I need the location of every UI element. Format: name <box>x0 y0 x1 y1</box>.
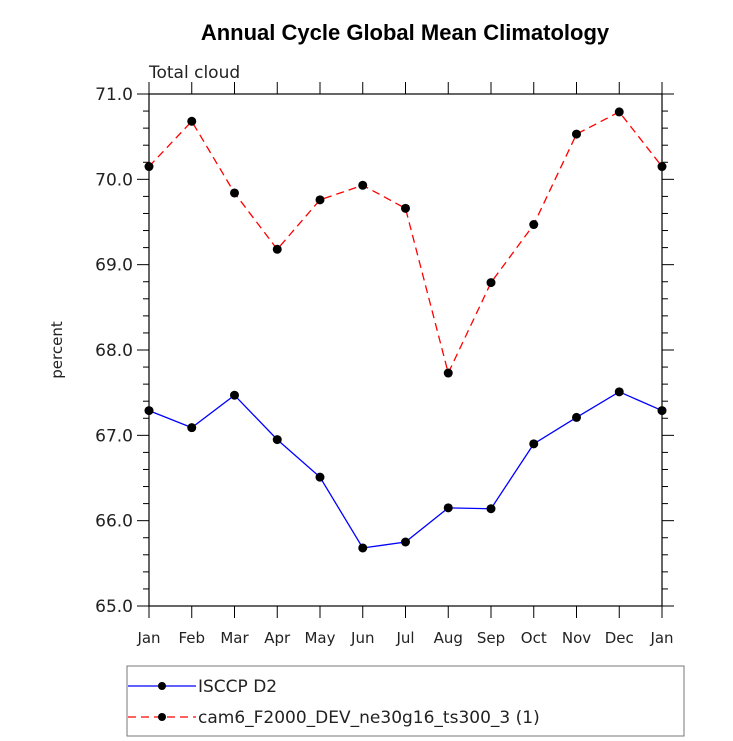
x-tick-label: Aug <box>434 629 463 647</box>
x-tick-label: Oct <box>521 629 547 647</box>
legend: ISCCP D2 cam6_F2000_DEV_ne30g16_ts300_3 … <box>126 665 685 737</box>
legend-marker-isccp <box>158 682 166 690</box>
data-point <box>486 504 496 514</box>
y-tick-label: 65.0 <box>95 597 133 617</box>
x-tick-label: Nov <box>562 629 591 647</box>
x-tick-label: Mar <box>220 629 249 647</box>
series-line-0 <box>148 391 663 549</box>
data-point <box>401 537 410 547</box>
data-point <box>529 439 539 449</box>
y-tick-label: 67.0 <box>95 426 133 446</box>
data-point <box>315 195 325 205</box>
data-point <box>187 116 197 126</box>
axis-ticks <box>137 82 674 618</box>
data-point <box>401 203 410 213</box>
y-tick-label: 71.0 <box>95 85 133 105</box>
data-point <box>443 368 453 378</box>
plot-frame <box>148 93 663 607</box>
y-tick-label: 68.0 <box>95 341 133 361</box>
legend-label-isccp: ISCCP D2 <box>198 677 277 697</box>
x-tick-label: Jan <box>136 629 160 647</box>
data-point <box>358 180 368 190</box>
x-tick-label: Dec <box>605 629 634 647</box>
series-group <box>144 107 667 553</box>
data-point <box>572 129 581 139</box>
data-point <box>657 406 667 416</box>
chart-title: Annual Cycle Global Mean Climatology <box>201 20 610 45</box>
data-point <box>144 162 154 172</box>
legend-label-cam6: cam6_F2000_DEV_ne30g16_ts300_3 (1) <box>198 708 540 728</box>
x-tick-label: Sep <box>477 629 505 647</box>
y-axis-label: percent <box>48 321 66 379</box>
data-point <box>572 412 581 422</box>
data-point <box>358 543 368 553</box>
data-point <box>230 390 239 400</box>
legend-marker-cam6 <box>158 713 166 721</box>
x-tick-label: Feb <box>178 629 205 647</box>
series-line-1 <box>148 111 663 375</box>
data-point <box>529 220 539 230</box>
data-point <box>144 406 154 416</box>
data-point <box>614 107 624 117</box>
y-tick-label: 66.0 <box>95 512 133 532</box>
data-point <box>187 423 197 433</box>
x-tick-label: Jul <box>395 629 414 647</box>
data-point <box>443 503 453 513</box>
y-tick-labels: 65.0 66.0 67.0 68.0 69.0 70.0 71.0 <box>95 85 133 617</box>
data-point <box>272 435 282 445</box>
x-tick-labels: Jan Feb Mar Apr May Jun Jul Aug Sep Oct Nov Dec Jan <box>136 629 673 647</box>
x-tick-label: May <box>304 629 335 647</box>
data-point <box>486 278 496 288</box>
y-tick-label: 70.0 <box>95 170 133 190</box>
data-point <box>657 162 667 172</box>
x-tick-label: Apr <box>264 629 291 647</box>
x-tick-label: Jun <box>350 629 374 647</box>
data-point <box>230 188 239 198</box>
chart-subtitle: Total cloud <box>148 63 240 83</box>
data-point <box>315 472 325 482</box>
data-point <box>614 387 624 397</box>
y-tick-label: 69.0 <box>95 256 133 276</box>
x-tick-label: Jan <box>649 629 673 647</box>
legend-box <box>126 665 685 737</box>
data-point <box>272 244 282 254</box>
